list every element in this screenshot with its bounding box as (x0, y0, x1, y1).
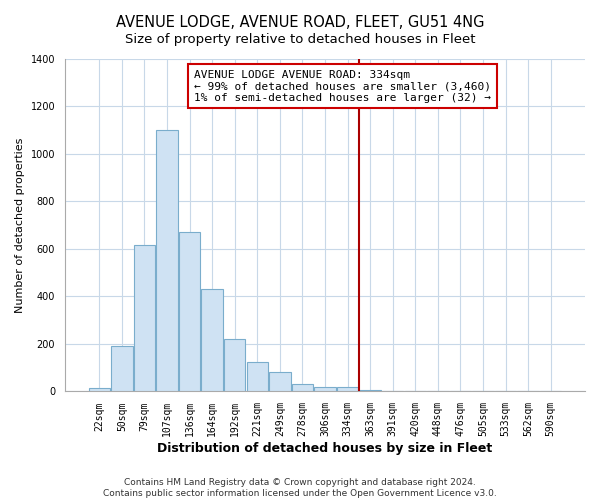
Text: Size of property relative to detached houses in Fleet: Size of property relative to detached ho… (125, 32, 475, 46)
Bar (359, 390, 381, 392)
Bar (382, 391, 403, 392)
Bar (314, 386, 335, 392)
Bar (292, 384, 313, 392)
Bar (247, 362, 268, 392)
Bar (156, 130, 178, 392)
Bar (111, 346, 133, 392)
Bar (202, 290, 223, 392)
Text: Contains HM Land Registry data © Crown copyright and database right 2024.
Contai: Contains HM Land Registry data © Crown c… (103, 478, 497, 498)
Bar (89, 388, 110, 392)
Text: AVENUE LODGE AVENUE ROAD: 334sqm
← 99% of detached houses are smaller (3,460)
1%: AVENUE LODGE AVENUE ROAD: 334sqm ← 99% o… (194, 70, 491, 103)
Bar (224, 339, 245, 392)
Bar (269, 372, 290, 392)
Bar (179, 232, 200, 392)
X-axis label: Distribution of detached houses by size in Fleet: Distribution of detached houses by size … (157, 442, 493, 455)
Y-axis label: Number of detached properties: Number of detached properties (15, 138, 25, 313)
Bar (337, 386, 358, 392)
Text: AVENUE LODGE, AVENUE ROAD, FLEET, GU51 4NG: AVENUE LODGE, AVENUE ROAD, FLEET, GU51 4… (116, 15, 484, 30)
Bar (134, 246, 155, 392)
